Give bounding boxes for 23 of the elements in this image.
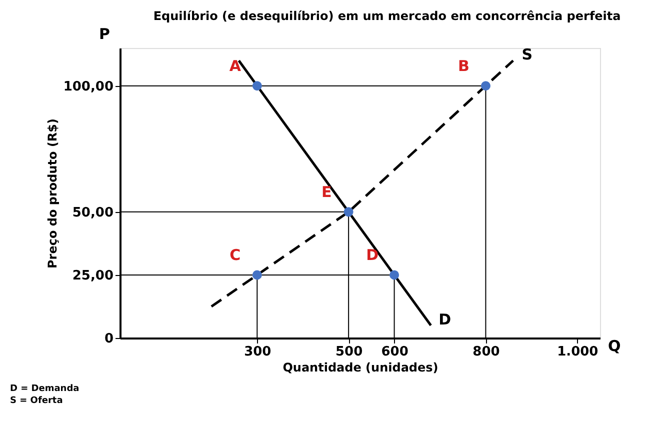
x-tick-label: 800: [472, 344, 500, 360]
text: P: [99, 25, 110, 43]
x-tick-label: 1.000: [557, 344, 598, 360]
annotation: D: [366, 246, 379, 264]
y-tick-label: 100,00: [63, 79, 114, 94]
y-tick-label: 25,00: [72, 268, 114, 284]
annotation: E: [321, 182, 332, 201]
y-axis-title: Preço do produto (R$): [45, 118, 60, 268]
x-tick-label: 600: [381, 344, 408, 360]
text: Q: [608, 337, 621, 355]
series-label: S: [522, 46, 533, 64]
annotation: C: [230, 246, 241, 264]
x-tick-label: 300: [244, 344, 272, 360]
annotation: B: [458, 56, 470, 75]
text: S = Oferta: [10, 396, 63, 406]
annotation: A: [229, 56, 242, 75]
x-tick-label: 500: [336, 344, 363, 360]
chart-title: Equilíbrio (e desequilíbrio) em um mercado em concorrência perfeita: [153, 9, 621, 23]
series-label: D: [438, 310, 452, 328]
y-tick-label: 50,00: [72, 205, 114, 220]
text: D = Demanda: [10, 384, 80, 394]
y-tick-label: 0: [104, 332, 114, 346]
x-axis-title: Quantidade (unidades): [282, 360, 438, 374]
